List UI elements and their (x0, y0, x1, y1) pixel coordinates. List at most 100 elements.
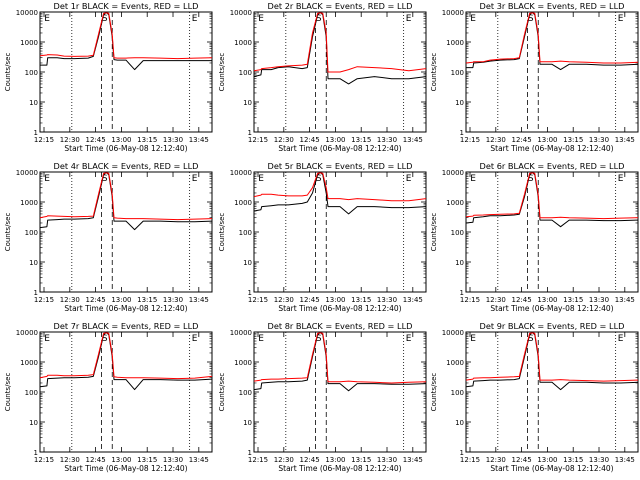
x-tick-label: 12:45 (86, 136, 106, 144)
x-axis-label: Start Time (06-May-08 12:12:40) (64, 464, 187, 473)
panel-title: Det 4r BLACK = Events, RED = LLD (54, 161, 199, 171)
x-tick-label: 13:45 (189, 456, 209, 464)
x-tick-label: 12:45 (512, 456, 532, 464)
marker-label-e-left: E (470, 14, 476, 24)
x-tick-label: 13:30 (163, 456, 183, 464)
x-tick-label: 12:15 (460, 136, 480, 144)
y-tick-label: 100 (239, 229, 252, 237)
series-line-events (466, 12, 639, 71)
series-line-lld (253, 172, 427, 202)
y-tick-label: 10000 (230, 329, 252, 337)
marker-label-e-right: E (192, 174, 198, 184)
series-line-lld (39, 332, 213, 380)
y-tick-label: 100 (239, 69, 252, 77)
x-tick-label: 13:15 (563, 136, 583, 144)
x-tick-label: 13:00 (325, 136, 345, 144)
series-line-events (39, 172, 213, 231)
plot-frame (253, 331, 427, 453)
y-tick-label: 1000 (446, 199, 464, 207)
x-tick-label: 13:00 (537, 136, 557, 144)
marker-label-s: S (316, 14, 322, 24)
marker-label-s: S (528, 174, 534, 184)
marker-label-e-right: E (192, 14, 198, 24)
y-tick-label: 1000 (20, 39, 38, 47)
y-tick-label: 10 (243, 419, 252, 427)
panel-title: Det 5r BLACK = Events, RED = LLD (268, 161, 413, 171)
panel: Det 5r BLACK = Events, RED = LLD E S E 1 10 10… (218, 161, 427, 313)
marker-label-e-left: E (44, 174, 50, 184)
y-tick-label: 10 (29, 259, 38, 267)
series-line-lld (253, 332, 427, 384)
y-tick-label: 10000 (16, 9, 38, 17)
x-axis-label: Start Time (06-May-08 12:12:40) (490, 304, 613, 313)
marker-label-e-left: E (258, 334, 264, 344)
panel-title: Det 2r BLACK = Events, RED = LLD (268, 1, 413, 11)
marker-label-s: S (102, 334, 108, 344)
x-tick-label: 12:15 (34, 296, 54, 304)
plot-frame (465, 171, 639, 293)
marker-label-s: S (528, 334, 534, 344)
x-tick-label: 12:30 (60, 456, 80, 464)
panel-title: Det 8r BLACK = Events, RED = LLD (268, 321, 413, 331)
x-tick-label: 13:15 (137, 136, 157, 144)
series-line-events (39, 332, 213, 391)
y-tick-label: 10000 (16, 169, 38, 177)
series-line-lld (465, 172, 639, 220)
x-tick-label: 12:15 (460, 296, 480, 304)
x-tick-label: 13:15 (351, 456, 371, 464)
x-tick-label: 13:30 (377, 296, 397, 304)
y-tick-label: 1 (248, 129, 252, 137)
panel: Det 6r BLACK = Events, RED = LLD E S E 1 10 10… (430, 161, 639, 313)
x-tick-label: 13:30 (163, 136, 183, 144)
plot-frame (465, 11, 639, 133)
x-tick-label: 12:30 (274, 296, 294, 304)
x-tick-label: 12:30 (486, 296, 506, 304)
x-axis-label: Start Time (06-May-08 12:12:40) (490, 144, 613, 153)
y-tick-label: 10 (29, 99, 38, 107)
plot-frame (39, 171, 213, 293)
y-axis-label: Counts/sec (218, 53, 226, 92)
series-line-events (40, 12, 212, 71)
panel: Det 1r BLACK = Events, RED = LLD E S E 1 10 10… (4, 1, 213, 153)
y-tick-label: 10000 (230, 169, 252, 177)
plot-frame (253, 171, 427, 293)
x-tick-label: 13:30 (377, 136, 397, 144)
x-tick-label: 12:30 (60, 296, 80, 304)
y-tick-label: 1 (34, 449, 38, 457)
y-tick-label: 1000 (446, 359, 464, 367)
x-tick-label: 13:45 (615, 296, 635, 304)
x-tick-label: 13:00 (111, 456, 131, 464)
y-tick-label: 1000 (20, 199, 38, 207)
y-tick-label: 10 (455, 259, 464, 267)
marker-label-e-left: E (470, 174, 476, 184)
y-axis-label: Counts/sec (218, 373, 226, 412)
y-tick-label: 1 (460, 289, 464, 297)
marker-label-e-left: E (470, 334, 476, 344)
x-axis-label: Start Time (06-May-08 12:12:40) (490, 464, 613, 473)
y-tick-label: 1 (460, 129, 464, 137)
x-tick-label: 13:00 (325, 456, 345, 464)
y-tick-label: 10 (455, 419, 464, 427)
y-tick-label: 100 (25, 229, 38, 237)
y-tick-label: 100 (25, 69, 38, 77)
x-tick-label: 12:15 (248, 296, 268, 304)
panel: Det 4r BLACK = Events, RED = LLD E S E 1 10 10… (4, 161, 213, 313)
x-tick-label: 12:45 (512, 296, 532, 304)
panel-title: Det 7r BLACK = Events, RED = LLD (54, 321, 199, 331)
x-tick-label: 13:45 (403, 136, 423, 144)
marker-label-s: S (102, 14, 108, 24)
y-axis-label: Counts/sec (430, 373, 438, 412)
x-axis-label: Start Time (06-May-08 12:12:40) (64, 144, 187, 153)
x-axis-label: Start Time (06-May-08 12:12:40) (278, 304, 401, 313)
x-tick-label: 13:15 (137, 456, 157, 464)
y-axis-label: Counts/sec (4, 373, 12, 412)
marker-label-s: S (102, 174, 108, 184)
y-tick-label: 10000 (16, 329, 38, 337)
plot-frame (39, 11, 213, 133)
panel-title: Det 1r BLACK = Events, RED = LLD (54, 1, 199, 11)
y-axis-label: Counts/sec (4, 53, 12, 92)
y-tick-label: 1 (248, 289, 252, 297)
x-tick-label: 13:30 (589, 296, 609, 304)
y-tick-label: 1000 (234, 39, 252, 47)
